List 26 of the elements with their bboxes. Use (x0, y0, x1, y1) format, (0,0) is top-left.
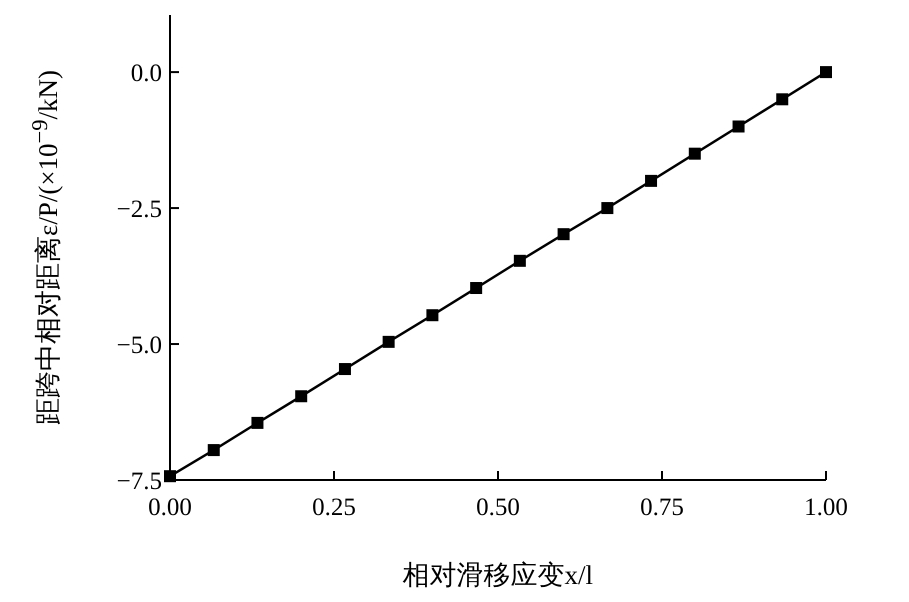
y-tick-label: 0.0 (130, 60, 162, 88)
x-tick-label: 0.00 (148, 494, 192, 521)
point (382, 336, 395, 348)
y-tick-label: −5.0 (116, 332, 162, 360)
point (688, 148, 701, 160)
point (426, 309, 438, 322)
point (251, 416, 264, 429)
y-tick-label: −2.5 (116, 196, 162, 224)
point (470, 282, 482, 294)
point (514, 254, 526, 267)
x-tick-label: 0.75 (640, 494, 684, 521)
point (820, 66, 832, 78)
point (732, 120, 745, 132)
x-axis-title: 相对滑移应变x/l (402, 560, 594, 590)
point (295, 390, 308, 402)
x-tick-label: 1.00 (804, 494, 848, 521)
y-tick-label: −7.5 (116, 468, 162, 495)
point (645, 174, 658, 187)
x-tick-label: 0.50 (476, 494, 520, 521)
point (601, 202, 614, 214)
x-tick-label: 0.25 (312, 494, 356, 521)
point (164, 470, 176, 482)
point (776, 93, 788, 106)
point (338, 363, 351, 376)
point (558, 228, 570, 240)
point (208, 444, 220, 456)
